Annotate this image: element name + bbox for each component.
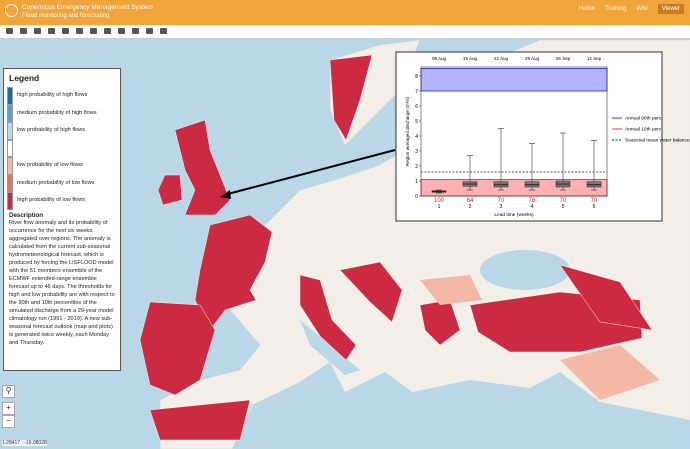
app-subtitle: Flood monitoring and forecasting	[22, 13, 110, 19]
date-label: 08 Aug	[432, 56, 447, 61]
legend-swatch	[7, 174, 13, 192]
legend-swatch	[7, 104, 13, 122]
tool-icon[interactable]	[48, 28, 55, 34]
tool-icon[interactable]	[104, 28, 111, 34]
probability-label: 70	[498, 198, 505, 204]
band-10	[420, 179, 608, 197]
search-button[interactable]: ⚲	[2, 385, 15, 398]
nav-link[interactable]: Wiki	[636, 6, 648, 12]
legend-swatch	[7, 139, 13, 157]
week-label: 2	[469, 204, 472, 210]
arrow-head	[220, 190, 231, 199]
legend-item: high probability of low flows	[4, 192, 120, 210]
popup	[395, 51, 663, 222]
tool-icon[interactable]	[6, 28, 13, 34]
app-title: Copernicus Emergency Management System	[22, 4, 153, 11]
nav-link[interactable]: Home	[578, 6, 595, 12]
tool-icon[interactable]	[62, 28, 69, 34]
toolbar	[0, 25, 690, 39]
legend-item: medium probability of low flows	[4, 174, 120, 192]
y-tick-label: 6	[415, 104, 418, 110]
y-tick-label: 4	[415, 134, 418, 140]
week-label: 6	[593, 204, 596, 210]
y-tick-label: 3	[415, 149, 418, 155]
zoom-in[interactable]: +	[2, 402, 15, 415]
y-tick-label: 2	[415, 164, 418, 170]
legend-item	[4, 139, 120, 157]
y-tick-label: 1	[415, 179, 418, 185]
x-axis-label: Lead time (weeks)	[494, 212, 534, 218]
legend-label: Seasonal mean water balance	[625, 138, 690, 144]
tool-icon[interactable]	[76, 28, 83, 34]
probability-label: 64	[467, 198, 474, 204]
legend-swatch	[7, 87, 13, 105]
description-title: Description	[9, 211, 44, 219]
legend-label: Annual 90th perc.	[625, 116, 663, 122]
legend-item: low probability of high flows	[4, 122, 120, 140]
y-tick-label: 0	[415, 194, 418, 200]
legend-label: low probability of high flows	[17, 127, 86, 133]
legend-title: Legend	[9, 73, 40, 83]
plot-frame	[420, 66, 608, 197]
date-label: 12 Sep	[587, 56, 602, 61]
probability-label: 76	[529, 198, 536, 204]
tool-icon[interactable]	[160, 28, 167, 34]
probability-label: 70	[560, 198, 567, 204]
description: Description River flow anomaly and its p…	[4, 210, 120, 350]
arrow	[223, 149, 396, 196]
legend-item: medium probability of high flows	[4, 104, 120, 122]
description-text: River flow anomaly and its probability o…	[9, 220, 115, 346]
zoom-out[interactable]: −	[2, 415, 15, 428]
legend-swatch	[7, 122, 13, 140]
legend-label: high probability of low flows	[17, 197, 86, 203]
week-label: 5	[562, 204, 565, 210]
tool-icon[interactable]	[146, 28, 153, 34]
tool-icon[interactable]	[118, 28, 125, 34]
regions-medium	[420, 275, 660, 400]
tool-icon[interactable]	[90, 28, 97, 34]
probability-label: 70	[591, 198, 598, 204]
tool-icon[interactable]	[20, 28, 27, 34]
date-label: 15 Aug	[463, 56, 478, 61]
legend-item: low probability of low flows	[4, 157, 120, 175]
date-label: 29 Aug	[525, 56, 540, 61]
week-label: 3	[500, 204, 503, 210]
tool-icon[interactable]	[34, 28, 41, 34]
y-tick-label: 7	[415, 89, 418, 95]
legend-panel: Legend high probability of high flows med…	[3, 68, 121, 371]
logo	[5, 4, 18, 17]
legend-swatch	[7, 157, 13, 175]
probability-label: 100	[434, 198, 445, 204]
week-label: 4	[531, 204, 534, 210]
date-label: 05 Sep	[556, 56, 571, 61]
legend-item: high probability of high flows	[4, 87, 120, 105]
date-label: 22 Aug	[494, 56, 509, 61]
y-tick-label: 5	[415, 119, 418, 125]
regions-low-flow	[139, 54, 653, 441]
legend-label: medium probability of low flows	[17, 179, 95, 186]
header: Copernicus Emergency Management System F…	[0, 0, 690, 25]
band-90	[420, 68, 608, 92]
tool-icon[interactable]	[132, 28, 139, 34]
y-axis-label: Region averaged discharge (m³/s)	[405, 96, 410, 166]
legend-items: high probability of high flows medium pro…	[4, 87, 120, 210]
nav-link[interactable]: Training	[604, 6, 627, 12]
legend-label: Annual 10th perc.	[625, 127, 663, 133]
legend-label: medium probability of high flows	[17, 109, 97, 116]
nav-link[interactable]: Viewer	[657, 4, 684, 14]
legend-swatch	[7, 192, 13, 210]
coordinates: 1.28417 : -19.08028	[2, 440, 47, 446]
week-label: 1	[438, 204, 441, 210]
legend-label: high probability of high flows	[17, 92, 88, 98]
legend-label: low probability of low flows	[17, 162, 83, 168]
y-tick-label: 8	[415, 74, 418, 80]
nav: Home Training Wiki Viewer	[578, 4, 684, 14]
